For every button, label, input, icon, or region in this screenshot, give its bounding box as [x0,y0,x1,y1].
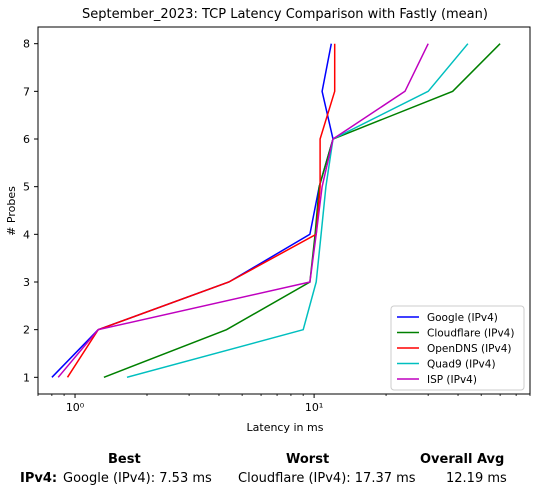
y-tick-label: 1 [23,371,30,384]
plot-frame [37,26,531,395]
best-value: Google (IPv4): 7.53 ms [63,471,212,486]
overall-avg-header: Overall Avg [420,452,505,467]
latency-chart: September_2023: TCP Latency Comparison w… [5,7,531,434]
y-tick-label: 6 [23,133,30,146]
legend-label: Google (IPv4) [427,312,498,324]
series-line [103,43,501,378]
ipv4-row-label: IPv4: [20,471,58,486]
y-tick-label: 7 [23,85,30,98]
y-tick-label: 2 [23,324,30,337]
worst-value: Cloudflare (IPv4): 17.37 ms [238,471,416,486]
series-line [66,43,336,378]
legend-label: ISP (IPv4) [427,374,477,386]
worst-header: Worst [286,452,330,467]
best-header: Best [108,452,141,467]
y-axis-label: # Probes [5,186,18,236]
y-tick-label: 3 [23,276,30,289]
legend: Google (IPv4) Cloudflare (IPv4) OpenDNS (I… [390,305,525,391]
y-tick-label: 5 [23,181,30,194]
series-line [57,43,429,378]
legend-box [390,305,525,391]
summary-table: Best Worst Overall Avg IPv4: Google (IPv… [0,448,541,496]
legend-label: Quad9 (IPv4) [427,359,496,371]
x-tick-label: 10¹ [305,401,323,414]
legend-label: Cloudflare (IPv4) [427,328,514,340]
series-line [51,43,334,378]
chart-title: September_2023: TCP Latency Comparison w… [82,7,488,22]
x-tick-label: 10⁰ [66,401,85,414]
series-line [126,43,469,379]
legend-label: OpenDNS (IPv4) [427,343,512,355]
y-tick-label: 8 [23,38,30,51]
overall-avg-value: 12.19 ms [446,471,507,486]
x-axis-label: Latency in ms [247,421,324,434]
y-tick-label: 4 [23,228,30,241]
